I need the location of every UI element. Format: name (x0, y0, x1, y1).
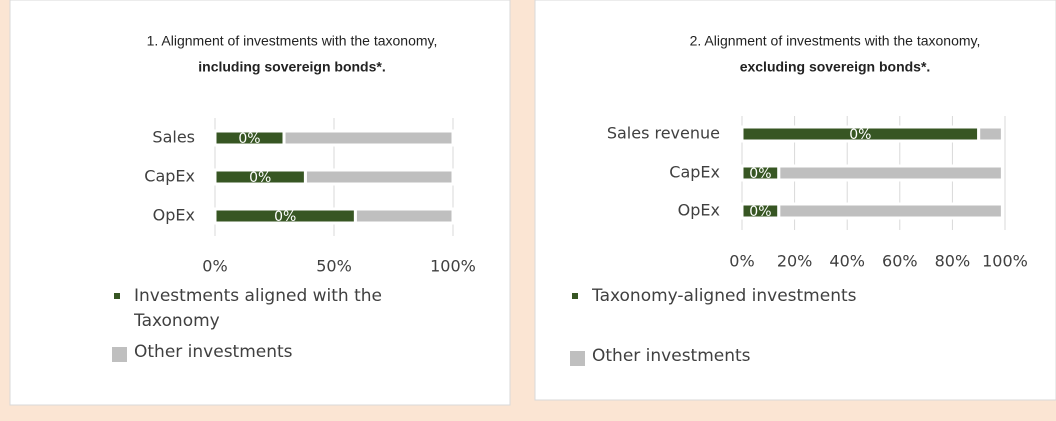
chart-title: 2. Alignment of investments with the tax… (690, 33, 981, 49)
y-tick-label: Sales (152, 128, 195, 147)
bar-label: 0% (749, 166, 771, 182)
chart-subtitle: excluding sovereign bonds*. (740, 59, 931, 75)
legend-item: Other investments (592, 346, 751, 366)
chart-title: 1. Alignment of investments with the tax… (147, 33, 438, 49)
x-tick-label: 100% (430, 257, 476, 276)
legend-swatch (112, 347, 127, 362)
bar-label: 0% (274, 209, 296, 225)
bar-segment (353, 207, 455, 225)
y-tick-label: Sales revenue (607, 124, 720, 143)
legend-label: Taxonomy-aligned investments (592, 286, 857, 306)
legend-item: Taxonomy-aligned investments (592, 286, 857, 306)
legend-item: Other investments (134, 342, 293, 362)
x-tick-label: 50% (316, 257, 352, 276)
y-tick-label: CapEx (144, 167, 195, 186)
x-tick-label: 80% (935, 252, 971, 271)
legend-label: Other investments (134, 342, 293, 362)
bar-label: 0% (749, 204, 771, 220)
legend-swatch (572, 293, 578, 299)
x-tick-label: 40% (829, 252, 865, 271)
panel (9, 0, 511, 406)
y-tick-label: CapEx (669, 163, 720, 182)
x-tick-label: 20% (777, 252, 813, 271)
x-tick-label: 0% (729, 252, 754, 271)
x-tick-label: 100% (982, 252, 1028, 271)
legend-swatch (570, 351, 585, 366)
y-tick-label: OpEx (678, 201, 720, 220)
chart-subtitle: including sovereign bonds*. (198, 59, 385, 75)
legend-label: Investments aligned with the Taxonomy (134, 286, 383, 331)
legend-swatch (114, 293, 120, 299)
bar-label: 0% (849, 127, 871, 143)
bar-label: 0% (238, 131, 260, 147)
y-tick-label: OpEx (153, 206, 195, 225)
bar-segment (282, 129, 455, 147)
bar-segment (977, 125, 1004, 143)
x-tick-label: 0% (202, 257, 227, 276)
legend-item: Investments aligned with the Taxonomy (134, 286, 383, 331)
panel (534, 0, 1056, 401)
bar-segment (303, 168, 455, 186)
bar-label: 0% (249, 170, 271, 186)
x-tick-label: 60% (882, 252, 918, 271)
bar-segment (777, 164, 1004, 182)
legend-label: Other investments (592, 346, 751, 366)
bar-segment (777, 202, 1004, 220)
